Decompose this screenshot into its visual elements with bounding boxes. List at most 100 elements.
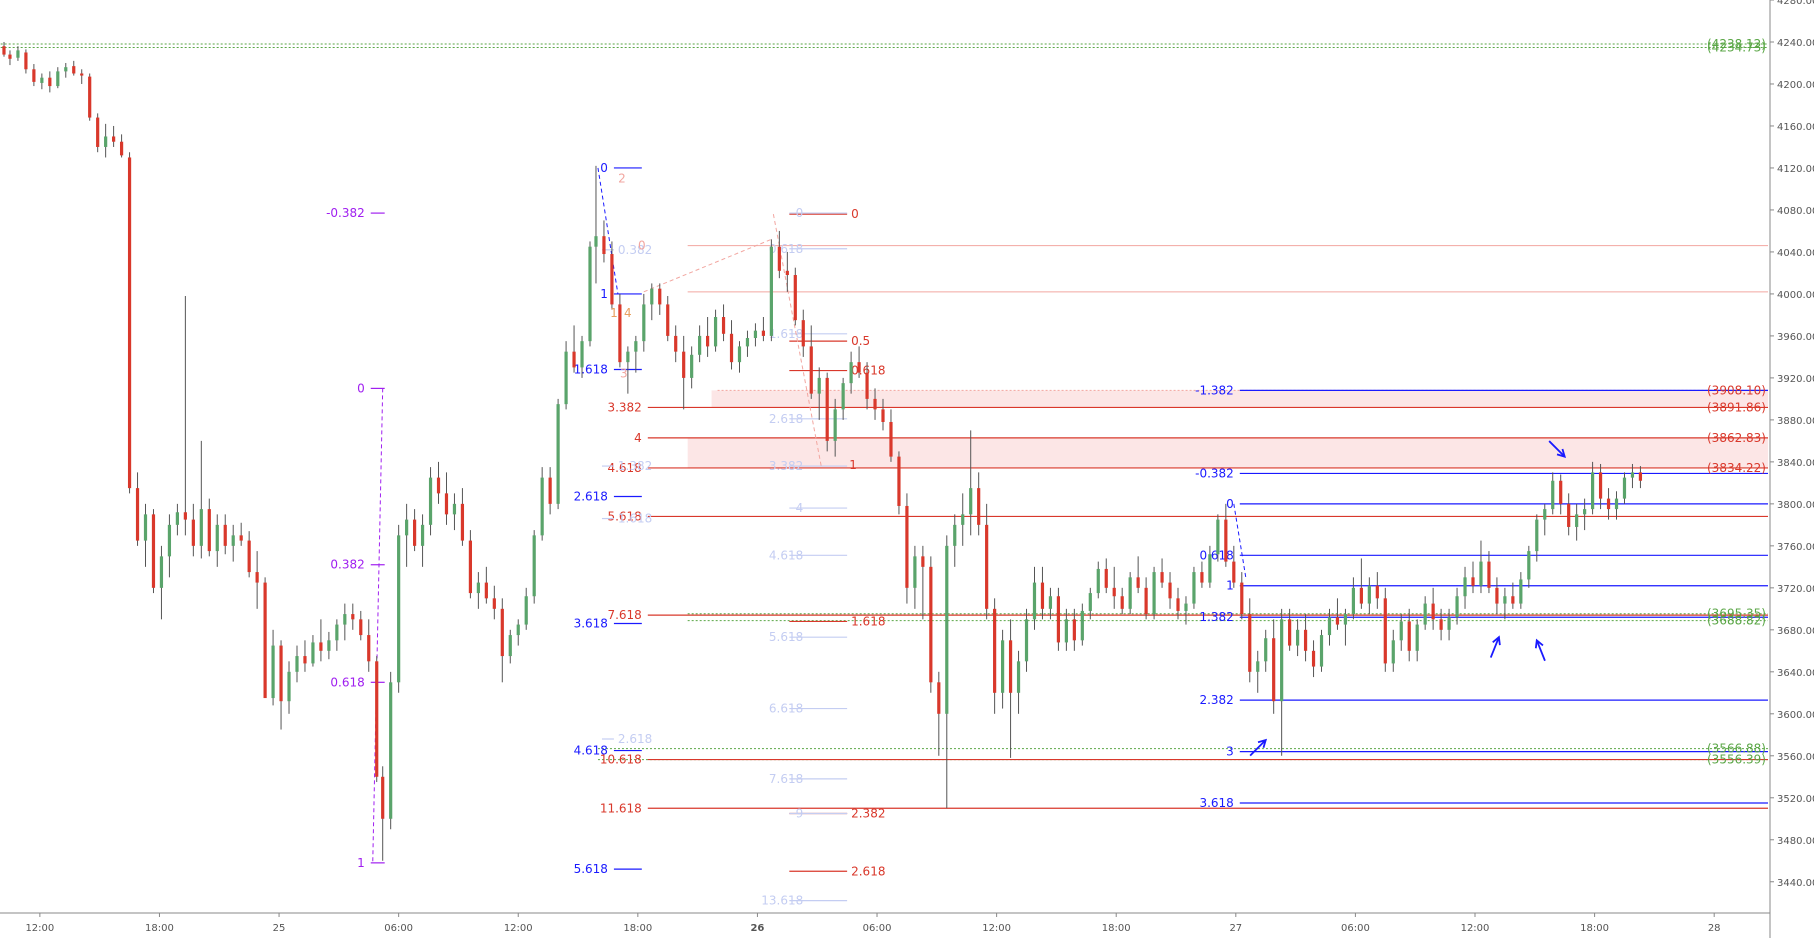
y-tick-label: 3520.00 (1777, 794, 1814, 805)
candle-body (1152, 572, 1156, 615)
fib-label: 3.382 (769, 459, 803, 473)
fib-label: 2.382 (851, 807, 885, 821)
candle-body (753, 330, 758, 339)
candle-body (32, 69, 36, 82)
fib-label: 5.618 (607, 509, 641, 523)
candle-body (1423, 603, 1427, 625)
candle-body (564, 351, 568, 405)
candle-body (1240, 582, 1244, 615)
fib-label: 2.382 (1199, 693, 1233, 707)
candle-body (1343, 614, 1348, 625)
candle-body (500, 608, 504, 657)
y-tick-label: 4200.00 (1777, 80, 1814, 91)
y-tick-label: 4080.00 (1777, 206, 1814, 217)
candle-body (1160, 572, 1164, 583)
price-tag: (3556.39) (1707, 753, 1766, 767)
candle-body (817, 377, 821, 394)
candle-body (508, 635, 512, 657)
fib-label: 0 (796, 206, 804, 220)
candle-body (610, 254, 614, 305)
candle-body (1264, 638, 1268, 662)
candle-body (881, 409, 885, 422)
candle-body (1224, 519, 1228, 562)
arrow-icon (1548, 440, 1566, 458)
y-tick-label: 4000.00 (1777, 290, 1814, 301)
candle-body (319, 642, 323, 651)
candle-body (1280, 619, 1284, 702)
y-tick-label: 4040.00 (1777, 248, 1814, 259)
fib-label: 3.618 (1199, 796, 1233, 810)
fib-label: 7.618 (607, 608, 641, 622)
candle-body (1630, 472, 1635, 478)
y-tick-label: 3760.00 (1777, 542, 1814, 553)
candle-body (1000, 640, 1005, 693)
candle-body (833, 409, 837, 441)
blue-trend-line (1233, 503, 1247, 578)
candle-body (825, 377, 829, 441)
candle-body (468, 540, 473, 594)
fib-label: 1 (600, 287, 608, 301)
candle-body (1048, 596, 1053, 609)
candle-body (127, 157, 132, 489)
arrows (1249, 440, 1567, 757)
candle-body (1272, 638, 1276, 702)
candle-body (104, 136, 108, 147)
y-axis: 4280.00 4240.00 4200.00 4160.00 4120.00 4080.… (1769, 0, 1814, 938)
candle-body (674, 335, 678, 352)
candle-body (1248, 614, 1252, 672)
fib-label: 3.618 (574, 617, 608, 631)
resistance-zones (687, 390, 1769, 468)
y-tick-label: 3920.00 (1777, 374, 1814, 385)
price-tag: (4234.73) (1707, 41, 1766, 55)
candle-body (367, 635, 371, 662)
y-tick-label: 4120.00 (1777, 164, 1814, 175)
candle-body (556, 404, 560, 504)
candle-body (921, 556, 925, 567)
candle-body (937, 682, 941, 714)
price-tag: (3862.83) (1707, 431, 1766, 445)
candle-body (492, 598, 496, 609)
candle-body (1519, 579, 1523, 604)
candle-body (263, 582, 267, 699)
fib-label: 0 (357, 381, 365, 395)
price-tag: (3891.86) (1707, 400, 1766, 414)
fib-label: -0.382 (1195, 466, 1234, 480)
candle-body (1184, 603, 1188, 611)
candle-body (271, 645, 275, 699)
candle-body (761, 330, 766, 336)
candle-body (1399, 621, 1403, 641)
candle-body (849, 362, 853, 384)
candle-body (119, 141, 124, 156)
candle-body (167, 524, 172, 557)
candle-body (524, 596, 528, 625)
candle-body (548, 477, 552, 504)
candle-body (1527, 551, 1531, 580)
candle-body (303, 656, 307, 664)
candle-body (327, 640, 331, 651)
candle-body (1120, 596, 1124, 609)
candle-body (540, 477, 544, 536)
fib-label: 5.618 (769, 630, 803, 644)
candle-body (56, 71, 60, 87)
candle-body (1567, 503, 1571, 527)
candle-body (1359, 587, 1363, 604)
candle-body (295, 656, 299, 672)
candle-body (1383, 598, 1387, 664)
candle-body (24, 52, 28, 70)
y-tick-label: 4240.00 (1777, 38, 1814, 49)
x-tick-label: 12:00 (1461, 923, 1490, 934)
candle-body (1471, 577, 1475, 586)
candle-body (452, 503, 457, 515)
y-tick-label: 4280.00 (1777, 0, 1814, 7)
candle-body (80, 73, 84, 76)
candle-body (389, 682, 393, 819)
x-tick-label: 26 (750, 923, 764, 934)
candle-body (1144, 587, 1148, 615)
x-tick-label: 18:00 (145, 923, 174, 934)
candle-body (857, 362, 861, 373)
fib-label: 3.382 (607, 400, 641, 414)
candle-body (1335, 617, 1340, 625)
candle-body (255, 572, 259, 583)
